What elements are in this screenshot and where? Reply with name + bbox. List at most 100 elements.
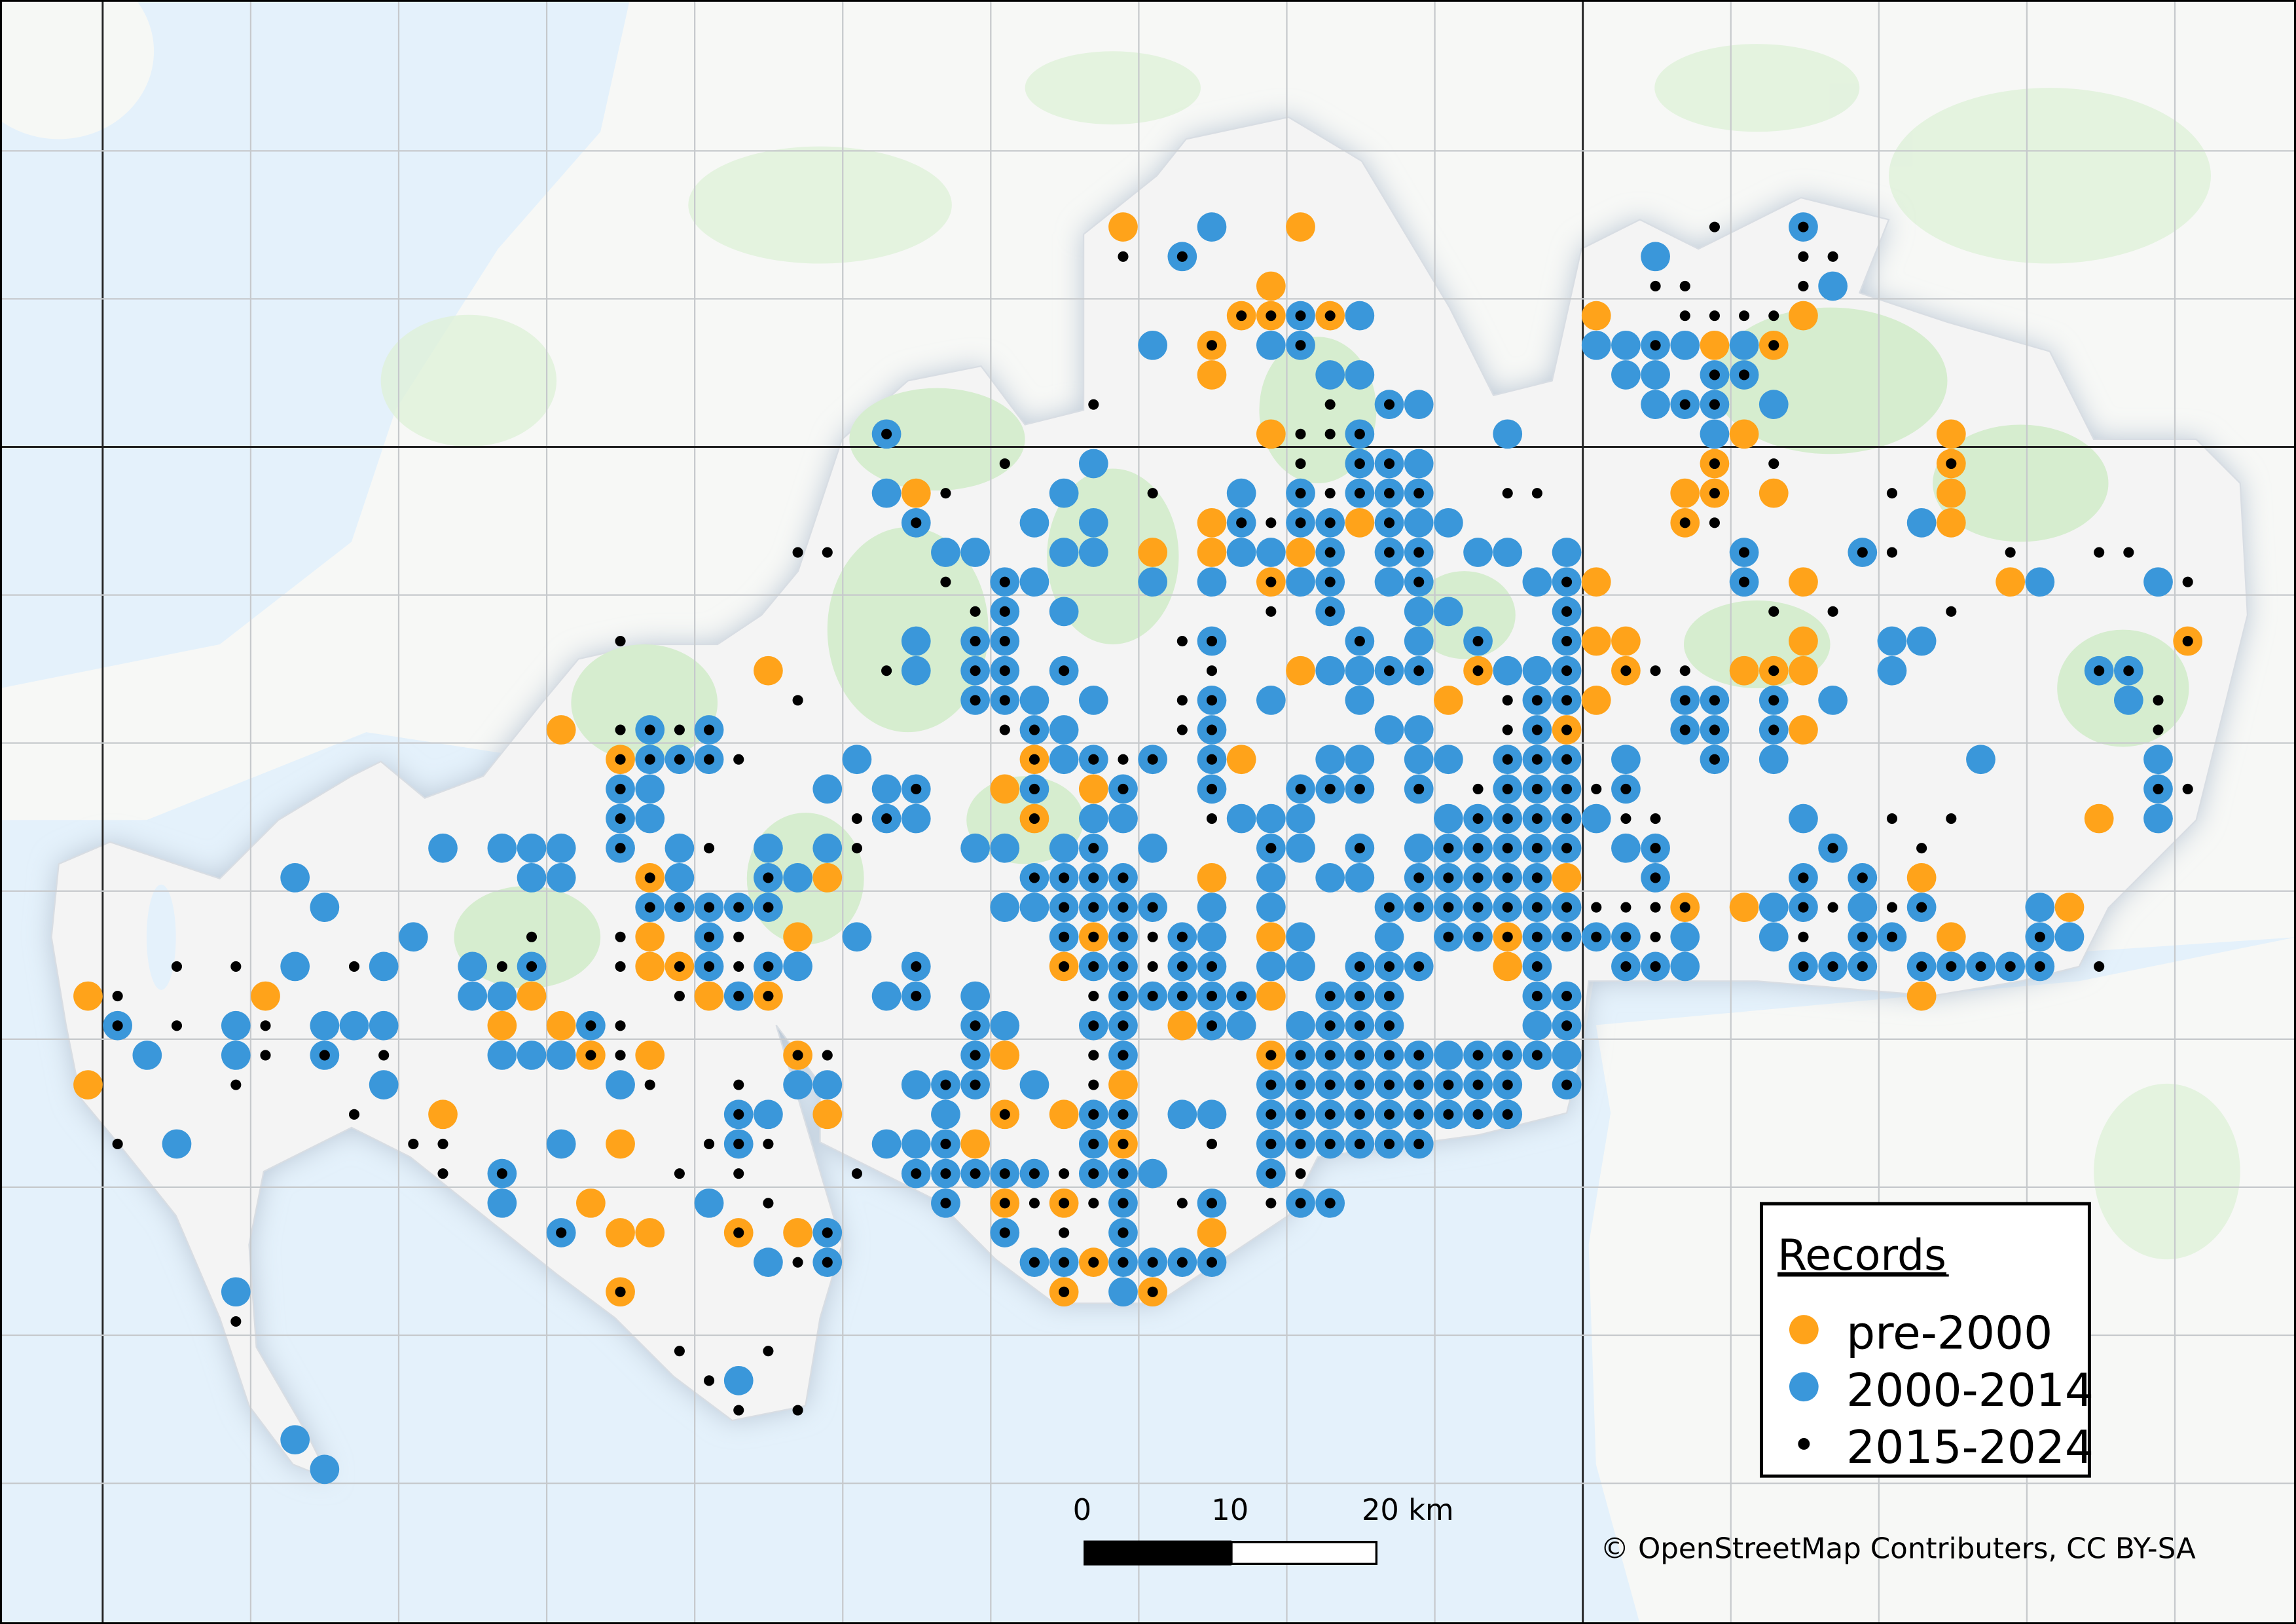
- record-2000-2014: [1256, 686, 1286, 715]
- record-2015-2024: [1768, 695, 1779, 706]
- record-2015-2024: [1206, 1020, 1218, 1031]
- record-2000-2014: [635, 774, 665, 804]
- record-2015-2024: [1798, 931, 1809, 942]
- record-2015-2024: [1176, 1198, 1188, 1209]
- record-2015-2024: [644, 754, 655, 765]
- record-2015-2024: [1206, 754, 1218, 765]
- record-2000-2014: [1286, 951, 1315, 982]
- record-pre-2000: [1138, 538, 1168, 567]
- record-pre-2000: [1729, 419, 1759, 449]
- record-2015-2024: [1531, 783, 1542, 794]
- record-2000-2014: [1256, 330, 1286, 360]
- record-2015-2024: [1295, 783, 1306, 794]
- record-2015-2024: [1354, 488, 1365, 499]
- scale-bar: 0 10 20 km: [1073, 1492, 1454, 1566]
- record-pre-2000: [1700, 330, 1730, 360]
- record-2015-2024: [1886, 931, 1898, 942]
- record-pre-2000: [1493, 951, 1523, 982]
- record-2015-2024: [733, 754, 744, 765]
- record-2015-2024: [1295, 1168, 1306, 1179]
- record-2015-2024: [1383, 902, 1395, 913]
- record-2015-2024: [615, 754, 626, 765]
- record-pre-2000: [1108, 1070, 1138, 1099]
- record-2015-2024: [733, 1079, 744, 1090]
- record-2000-2014: [606, 1070, 635, 1099]
- record-2015-2024: [1502, 931, 1513, 942]
- island-land: [0, 0, 155, 139]
- record-pre-2000: [1906, 981, 1937, 1011]
- record-2015-2024: [1502, 843, 1513, 854]
- record-2015-2024: [1147, 488, 1158, 499]
- record-2015-2024: [1679, 280, 1690, 292]
- record-2015-2024: [1709, 399, 1720, 410]
- record-2015-2024: [1324, 576, 1336, 587]
- record-2015-2024: [1502, 813, 1513, 824]
- record-2015-2024: [1679, 724, 1690, 735]
- record-2015-2024: [1620, 665, 1631, 676]
- record-2015-2024: [615, 1020, 626, 1031]
- record-2015-2024: [1147, 902, 1158, 913]
- record-2015-2024: [1206, 340, 1218, 351]
- record-2015-2024: [940, 576, 951, 587]
- record-2015-2024: [704, 843, 715, 854]
- record-2015-2024: [999, 606, 1010, 617]
- record-2000-2014: [1404, 597, 1434, 627]
- record-2015-2024: [348, 961, 360, 972]
- record-2015-2024: [970, 635, 981, 647]
- record-2000-2014: [1256, 803, 1286, 834]
- record-pre-2000: [1936, 419, 1966, 449]
- record-2015-2024: [1531, 991, 1542, 1002]
- record-2000-2014: [1374, 715, 1404, 745]
- record-2000-2014: [1670, 951, 1700, 982]
- record-2000-2014: [280, 863, 310, 893]
- record-2015-2024: [526, 931, 538, 942]
- record-2015-2024: [1886, 813, 1898, 824]
- record-2015-2024: [1591, 902, 1602, 913]
- record-pre-2000: [1197, 538, 1227, 567]
- record-2015-2024: [940, 1079, 951, 1090]
- record-2015-2024: [1679, 902, 1690, 913]
- record-2015-2024: [1324, 1198, 1336, 1209]
- record-2000-2014: [1611, 360, 1641, 390]
- record-2015-2024: [615, 931, 626, 942]
- record-2015-2024: [1413, 488, 1425, 499]
- record-pre-2000: [1581, 626, 1611, 656]
- record-2000-2014: [1167, 1099, 1197, 1130]
- record-2000-2014: [1197, 1099, 1227, 1130]
- record-2000-2014: [1256, 538, 1286, 567]
- record-2015-2024: [1650, 813, 1661, 824]
- record-2000-2014: [1493, 538, 1523, 567]
- record-2000-2014: [1226, 1010, 1256, 1041]
- record-2015-2024: [1324, 991, 1336, 1002]
- record-2000-2014: [901, 655, 931, 686]
- record-2015-2024: [1383, 458, 1395, 470]
- legend-box: [1760, 1202, 2091, 1478]
- record-2015-2024: [1206, 961, 1218, 972]
- record-2000-2014: [1434, 507, 1463, 538]
- record-2015-2024: [940, 1168, 951, 1179]
- record-2000-2014: [1078, 538, 1108, 567]
- record-2015-2024: [1413, 1138, 1425, 1150]
- record-2015-2024: [230, 1079, 242, 1090]
- record-2015-2024: [1354, 428, 1365, 439]
- record-2015-2024: [1383, 517, 1395, 528]
- record-2015-2024: [644, 902, 655, 913]
- record-2015-2024: [1147, 1286, 1158, 1297]
- record-2015-2024: [1029, 1168, 1040, 1179]
- record-2015-2024: [1088, 1198, 1099, 1209]
- record-2000-2014: [310, 1010, 340, 1041]
- record-2000-2014: [960, 833, 990, 863]
- record-2000-2014: [2054, 922, 2085, 952]
- record-2015-2024: [999, 576, 1010, 587]
- record-2015-2024: [1443, 1079, 1454, 1090]
- record-2000-2014: [1078, 449, 1108, 479]
- record-2015-2024: [851, 813, 862, 824]
- record-pre-2000: [812, 1099, 843, 1130]
- record-2000-2014: [812, 833, 843, 863]
- record-2015-2024: [1383, 399, 1395, 410]
- record-2015-2024: [1768, 458, 1779, 470]
- record-pre-2000: [1581, 567, 1611, 597]
- record-2000-2014: [901, 1129, 931, 1159]
- record-2000-2014: [783, 863, 812, 893]
